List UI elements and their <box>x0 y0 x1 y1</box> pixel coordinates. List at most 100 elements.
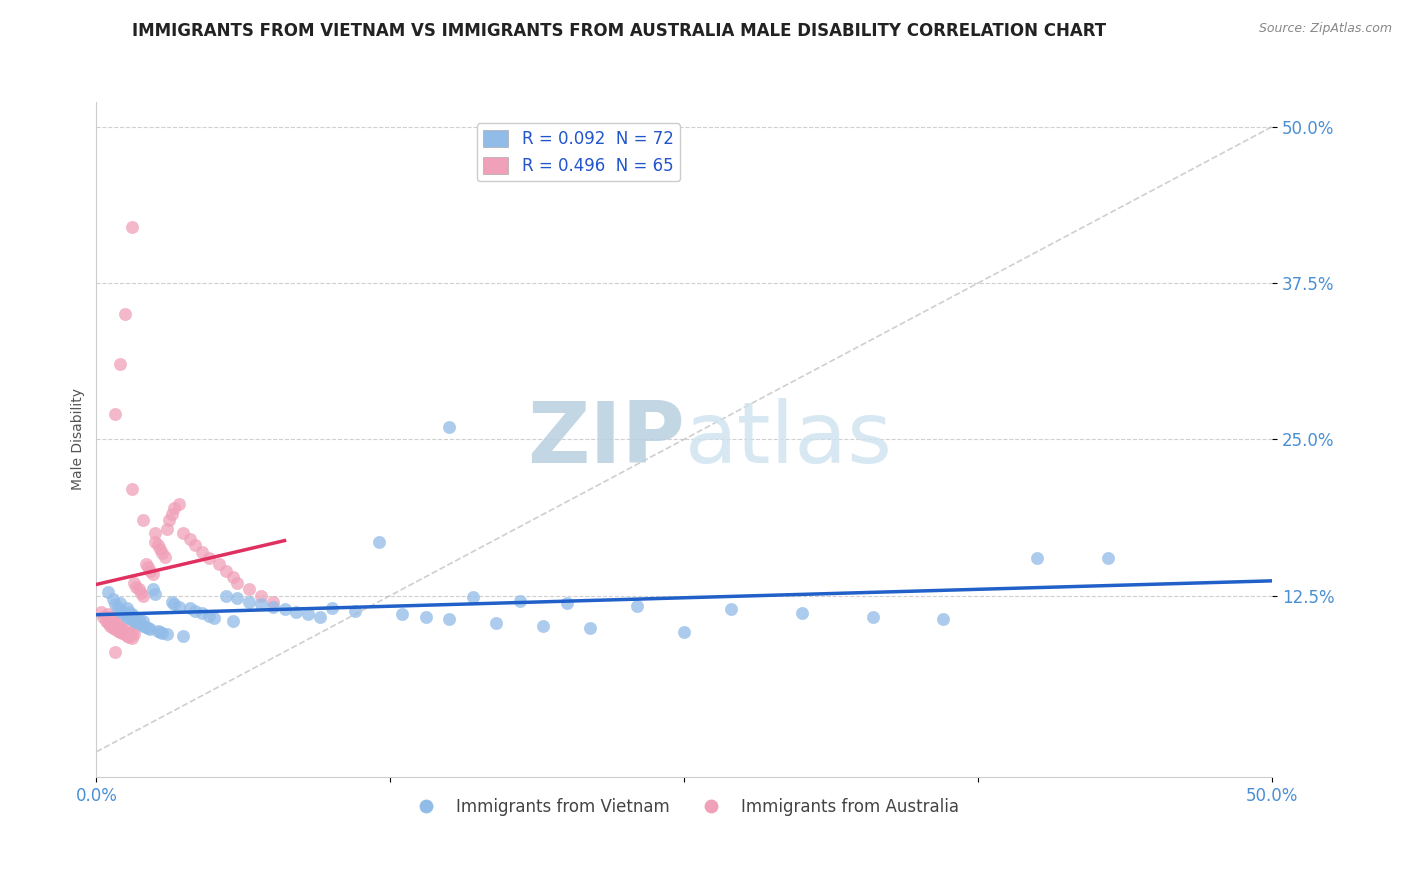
Point <box>97 607 120 622</box>
Point <box>104 622 127 636</box>
Point <box>222 614 245 628</box>
Point <box>121 219 143 234</box>
Point <box>132 614 155 628</box>
Point <box>114 307 136 321</box>
Point <box>122 627 145 641</box>
Point <box>104 645 127 659</box>
Point <box>135 558 157 572</box>
Point <box>94 614 117 628</box>
Point <box>111 622 134 636</box>
Point <box>191 606 214 620</box>
Point <box>673 624 696 639</box>
Point <box>215 564 238 578</box>
Point <box>125 580 148 594</box>
Point <box>125 615 148 629</box>
Point <box>321 601 343 615</box>
Point <box>250 597 273 611</box>
Point <box>367 534 389 549</box>
Point <box>191 545 214 559</box>
Point <box>862 609 884 624</box>
Point <box>146 624 169 638</box>
Point <box>114 624 136 639</box>
Point <box>238 595 260 609</box>
Point <box>142 567 165 582</box>
Point <box>720 602 742 616</box>
Point <box>163 597 186 611</box>
Point <box>139 564 162 578</box>
Point <box>150 626 173 640</box>
Point <box>198 551 221 566</box>
Point <box>100 609 122 624</box>
Point <box>149 624 172 639</box>
Point <box>90 605 112 619</box>
Point <box>297 607 319 622</box>
Point <box>226 591 249 605</box>
Point <box>115 627 138 641</box>
Point <box>1097 551 1119 566</box>
Point <box>273 602 295 616</box>
Point <box>125 611 148 625</box>
Point <box>391 607 413 622</box>
Point <box>308 609 330 624</box>
Point <box>485 615 508 630</box>
Point <box>114 627 136 641</box>
Point <box>107 617 129 632</box>
Legend: Immigrants from Vietnam, Immigrants from Australia: Immigrants from Vietnam, Immigrants from… <box>402 791 966 822</box>
Point <box>108 596 131 610</box>
Point <box>122 609 145 624</box>
Point <box>143 526 166 541</box>
Point <box>118 622 141 636</box>
Point <box>150 546 173 560</box>
Point <box>285 605 308 619</box>
Point <box>115 628 138 642</box>
Point <box>198 608 221 623</box>
Point <box>104 407 127 421</box>
Point <box>121 624 143 639</box>
Point <box>1026 551 1049 566</box>
Point <box>108 620 131 634</box>
Point <box>132 618 155 632</box>
Point <box>222 570 245 584</box>
Point <box>111 626 134 640</box>
Point <box>128 612 150 626</box>
Point <box>121 631 143 645</box>
Point <box>104 615 127 629</box>
Point <box>626 599 648 613</box>
Point <box>160 595 183 609</box>
Point <box>101 612 124 626</box>
Point <box>111 605 134 619</box>
Point <box>184 603 207 617</box>
Point <box>100 618 122 632</box>
Point <box>122 576 145 591</box>
Point <box>238 582 260 597</box>
Point <box>115 609 138 624</box>
Point <box>101 592 124 607</box>
Point <box>208 558 231 572</box>
Point <box>146 539 169 553</box>
Point <box>122 614 145 628</box>
Point <box>118 630 141 644</box>
Point <box>97 615 120 630</box>
Point <box>149 542 172 557</box>
Point <box>118 611 141 625</box>
Point <box>121 482 143 496</box>
Point <box>555 596 578 610</box>
Point <box>179 533 201 547</box>
Point <box>135 620 157 634</box>
Point <box>101 621 124 635</box>
Point <box>179 601 201 615</box>
Point <box>121 612 143 626</box>
Point <box>509 593 531 607</box>
Point <box>115 601 138 615</box>
Point <box>142 582 165 597</box>
Point <box>153 549 176 564</box>
Point <box>215 589 238 603</box>
Point <box>531 618 554 632</box>
Point <box>160 507 183 521</box>
Point <box>156 522 179 536</box>
Point <box>250 589 273 603</box>
Text: IMMIGRANTS FROM VIETNAM VS IMMIGRANTS FROM AUSTRALIA MALE DISABILITY CORRELATION: IMMIGRANTS FROM VIETNAM VS IMMIGRANTS FR… <box>132 22 1105 40</box>
Point <box>461 590 484 604</box>
Point <box>262 595 284 609</box>
Point <box>184 539 207 553</box>
